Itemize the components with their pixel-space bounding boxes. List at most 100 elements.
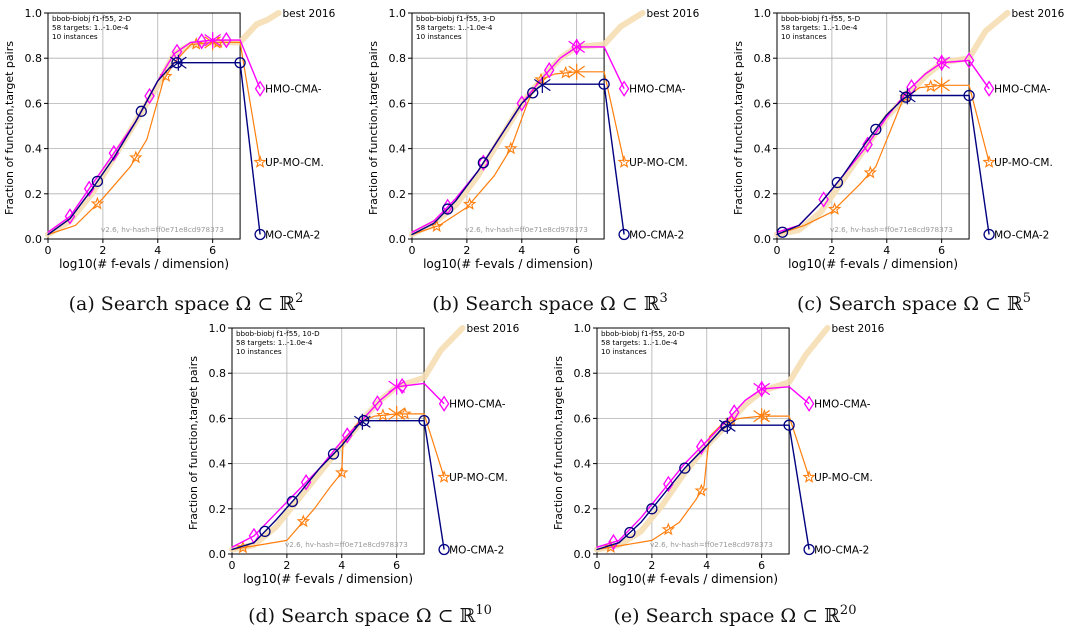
y-tick-label: 1.0	[574, 322, 592, 335]
y-tick-label: 0.0	[389, 233, 407, 246]
data-point-mo	[598, 78, 610, 90]
data-point-up	[398, 406, 412, 420]
data-point-mo	[527, 87, 539, 99]
x-tick-label: 6	[393, 559, 400, 572]
info-line: 58 targets: 1..-1.0e-4	[236, 338, 313, 347]
x-tick-label: 0	[774, 244, 781, 257]
legend-marker-hmo	[254, 80, 266, 97]
data-point-up	[534, 72, 548, 86]
info-line: 10 instances	[416, 32, 462, 41]
info-line: 10 instances	[601, 347, 647, 356]
legend-label-mo: MO-CMA-2	[449, 544, 504, 556]
series-line-up	[776, 84, 970, 236]
data-point-hmo	[196, 33, 207, 50]
y-tick-label: 0.2	[25, 188, 43, 201]
chart-panel-1: 0 2 4 6 0.0 0.2 0.4 0.6 0.8 1.0 log10(# f-evals / …	[3, 7, 336, 315]
budget-marker-hmo	[753, 381, 770, 398]
x-tick-label: 4	[518, 244, 525, 257]
data-point-hmo	[728, 404, 740, 421]
y-tick-label: 0.2	[389, 188, 407, 201]
x-tick-label: 2	[648, 559, 655, 572]
y-axis-label: Fraction of function,target pairs	[552, 356, 565, 530]
legend-marker-mo	[254, 228, 266, 241]
budget-marker-mo	[899, 88, 916, 105]
y-tick-label: 0.4	[25, 143, 43, 156]
data-point-hmo	[396, 377, 408, 395]
y-tick-label: 0.4	[754, 143, 772, 156]
budget-marker-up	[568, 63, 585, 80]
y-axis-label: Fraction of function,target pairs	[732, 41, 745, 215]
data-point-mo	[646, 503, 658, 515]
legend-label-hmo: HMO-CMA-	[449, 399, 506, 411]
x-tick-label: 6	[758, 559, 765, 572]
series-legend-connector-mo	[788, 425, 810, 550]
info-line: 58 targets: 1..-1.0e-4	[52, 23, 129, 32]
data-point-mo	[135, 105, 147, 117]
y-tick-label: 0.0	[209, 548, 227, 561]
y-tick-label: 0.2	[574, 503, 592, 516]
data-point-mo	[679, 462, 691, 474]
budget-marker-hmo	[933, 54, 950, 71]
budget-marker-mo	[170, 54, 187, 71]
panel-caption: (a) Search space Ω ⊂ ℝ2	[69, 291, 304, 315]
series-line-best	[594, 325, 831, 553]
x-tick-label: 2	[828, 244, 835, 257]
y-tick-label: 0.6	[389, 97, 407, 110]
y-tick-label: 0.2	[754, 188, 772, 201]
legend-label-mo: MO-CMA-2	[994, 229, 1049, 241]
series-legend-connector-hmo	[603, 46, 625, 90]
data-point-up	[90, 196, 105, 210]
data-point-hmo	[108, 144, 120, 162]
legend-label-mo: MO-CMA-2	[265, 229, 320, 241]
x-tick-label: 4	[883, 244, 890, 257]
y-tick-label: 0.4	[209, 458, 227, 471]
data-point-up	[504, 141, 518, 155]
x-axis-label: log10(# f-evals / dimension)	[423, 257, 593, 271]
x-tick-label: 4	[154, 244, 161, 257]
version-watermark: v2.6, hv-hash=ff0e71e8cd978373	[101, 225, 224, 234]
x-tick-label: 4	[338, 559, 345, 572]
legend-marker-mo	[983, 228, 995, 241]
data-point-mo	[870, 123, 882, 136]
legend-label-up: UP-MO-CM.	[265, 157, 324, 169]
data-point-up	[376, 408, 390, 421]
info-line: 58 targets: 1..-1.0e-4	[781, 23, 858, 32]
series-line-hmo	[596, 386, 790, 548]
y-tick-label: 1.0	[209, 322, 227, 335]
series-line-best	[774, 10, 1011, 238]
legend-marker-up	[253, 155, 267, 168]
y-tick-label: 1.0	[389, 7, 407, 20]
panel-caption: (c) Search space Ω ⊂ ℝ5	[797, 291, 1031, 315]
data-point-mo	[442, 203, 454, 215]
data-point-hmo	[341, 427, 353, 444]
data-point-hmo	[221, 31, 232, 49]
x-axis-label: log10(# f-evals / dimension)	[243, 572, 413, 586]
series-line-up	[411, 71, 605, 236]
legend-label-up: UP-MO-CM.	[814, 472, 873, 484]
series-line-hmo	[47, 39, 241, 233]
legend-marker-hmo	[438, 395, 450, 412]
series-legend-connector-mo	[603, 84, 625, 235]
budget-marker-up	[388, 405, 405, 422]
series-legend-connector-up	[968, 85, 990, 163]
y-tick-label: 1.0	[25, 7, 43, 20]
plot-frame	[47, 12, 241, 240]
data-point-mo	[234, 57, 246, 69]
legend-label-hmo: HMO-CMA-	[629, 84, 686, 96]
x-tick-label: 6	[573, 244, 580, 257]
legend-marker-up	[802, 470, 816, 483]
legend-marker-mo	[438, 543, 450, 556]
data-point-up	[694, 483, 709, 497]
budget-marker-hmo	[204, 32, 221, 49]
chart-panel-5: 0 2 4 6 0.0 0.2 0.4 0.6 0.8 1.0 log10(# f-evals / …	[552, 322, 885, 627]
budget-marker-hmo	[388, 378, 405, 395]
legend-label-best: best 2016	[647, 8, 700, 20]
series-legend-connector-hmo	[423, 382, 445, 405]
legend-label-up: UP-MO-CM.	[449, 472, 508, 484]
data-point-hmo	[818, 191, 829, 208]
budget-marker-up	[753, 408, 770, 425]
budget-marker-mo	[354, 413, 371, 430]
legend-label-mo: MO-CMA-2	[629, 229, 684, 241]
data-point-mo	[776, 226, 789, 238]
panel-caption: (d) Search space Ω ⊂ ℝ10	[248, 603, 492, 627]
